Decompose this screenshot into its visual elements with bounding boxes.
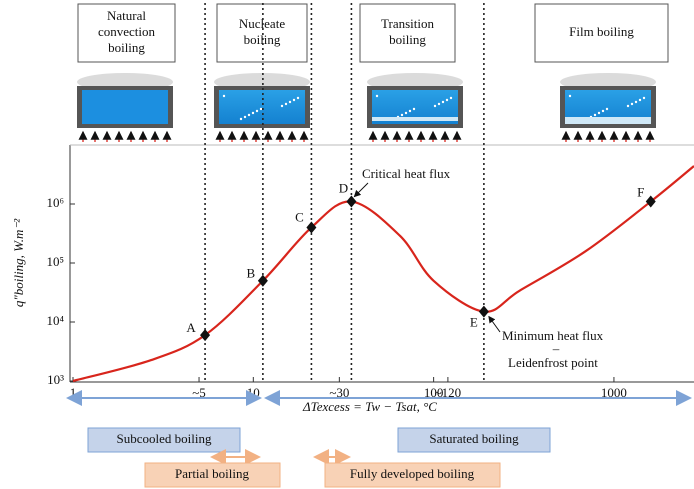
point-label: A: [186, 320, 196, 335]
point-label: E: [470, 315, 478, 330]
bubble: [569, 95, 571, 97]
point-marker: [200, 329, 210, 341]
point-label: B: [247, 266, 256, 281]
regime-label: Film boiling: [569, 24, 634, 39]
bubble: [252, 112, 254, 114]
chart: NaturalconvectionboilingNucleateboilingT…: [0, 0, 694, 489]
y-tick-label: 10⁶: [46, 195, 64, 210]
band-label: Partial boiling: [175, 466, 250, 481]
y-tick-label: 10⁵: [46, 254, 64, 269]
annotation-arrow: [489, 317, 500, 332]
bubble: [594, 114, 596, 116]
band-label: Saturated boiling: [429, 431, 519, 446]
annotation: –: [552, 341, 560, 356]
point-marker: [479, 306, 489, 318]
bubble: [631, 103, 633, 105]
bubble: [285, 103, 287, 105]
bubble: [405, 112, 407, 114]
y-tick-label: 10⁴: [46, 313, 64, 328]
bubble: [643, 97, 645, 99]
vapor-film: [372, 117, 458, 121]
annotation: Critical heat flux: [362, 166, 451, 181]
bubble: [446, 99, 448, 101]
bubble: [297, 97, 299, 99]
bubble: [434, 105, 436, 107]
boiling-curve: [73, 166, 694, 381]
bubble: [442, 101, 444, 103]
water: [82, 90, 168, 124]
point-label: F: [637, 185, 644, 200]
band-label: Subcooled boiling: [117, 431, 212, 446]
y-tick-label: 10³: [47, 372, 64, 387]
bubble: [639, 99, 641, 101]
point-label: C: [295, 209, 304, 224]
bubble: [293, 99, 295, 101]
bubble: [450, 97, 452, 99]
annotation: Leidenfrost point: [508, 355, 598, 370]
bubble: [598, 112, 600, 114]
band-label: Fully developed boiling: [350, 466, 475, 481]
annotation-arrow: [354, 183, 368, 197]
x-axis-label: ΔTexcess = Tw − Tsat, °C: [302, 399, 437, 414]
bubble: [376, 95, 378, 97]
bubble: [248, 114, 250, 116]
bubble: [401, 114, 403, 116]
point-label: D: [339, 181, 348, 196]
bubble: [635, 101, 637, 103]
bubble: [256, 110, 258, 112]
bubble: [413, 108, 415, 110]
bubble: [289, 101, 291, 103]
bubble: [240, 118, 242, 120]
bubble: [606, 108, 608, 110]
point-marker: [646, 196, 656, 208]
vapor-film: [565, 117, 651, 124]
bubble: [223, 95, 225, 97]
bubble: [409, 110, 411, 112]
bubble: [281, 105, 283, 107]
bubble: [244, 116, 246, 118]
water: [219, 90, 305, 124]
y-axis-label: q″boiling, W.m⁻²: [11, 218, 26, 307]
point-marker: [346, 196, 356, 208]
bubble: [260, 108, 262, 110]
bubble: [602, 110, 604, 112]
bubble: [627, 105, 629, 107]
bubble: [438, 103, 440, 105]
